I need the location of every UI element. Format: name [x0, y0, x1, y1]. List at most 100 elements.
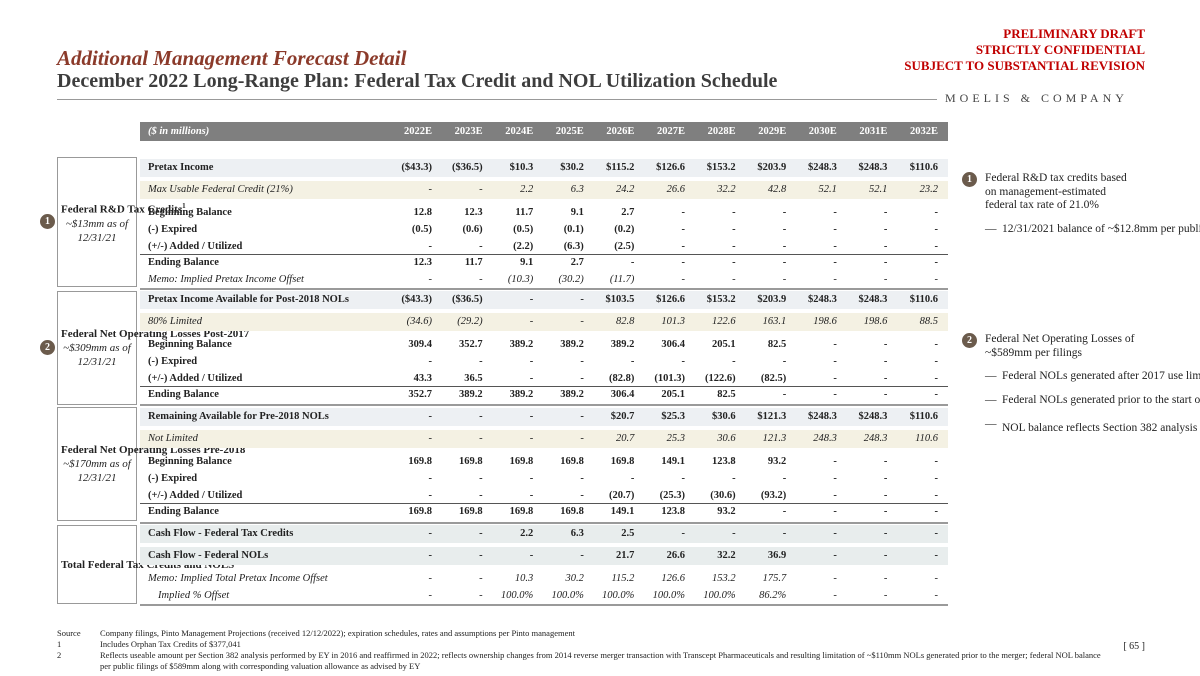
cell-value: - — [529, 490, 534, 501]
cell-value: ($43.3) — [401, 294, 432, 305]
cell-value: - — [479, 550, 483, 561]
logo: MOELIS & COMPANY — [945, 91, 1128, 105]
row-shade — [140, 430, 948, 448]
column-header: 2023E — [454, 126, 483, 137]
cell-value: 169.8 — [560, 456, 584, 467]
cell-value: - — [681, 274, 686, 285]
cell-value: - — [934, 373, 939, 384]
cell-value: 205.1 — [661, 389, 685, 400]
cell-value: 30.6 — [717, 433, 736, 444]
cell-value: - — [934, 241, 939, 252]
cell-value: - — [681, 257, 686, 268]
cell-value: 306.4 — [661, 339, 685, 350]
cell-value: 115.2 — [611, 573, 635, 584]
cell-value: - — [782, 224, 787, 235]
cell-value: - — [934, 389, 939, 400]
column-header: 2024E — [505, 126, 534, 137]
cell-value: $25.3 — [661, 411, 685, 422]
cell-value: 352.7 — [458, 339, 483, 350]
cell-value: - — [782, 506, 787, 517]
cell-value: - — [883, 473, 888, 484]
cell-value: 9.1 — [520, 257, 534, 268]
cell-value: - — [883, 456, 888, 467]
bullet-dash: — — [985, 418, 997, 430]
cell-value: - — [732, 274, 736, 285]
badge: 1 — [962, 172, 977, 187]
section-label: Total Federal Tax Credits and NOLS — [61, 558, 234, 572]
cell-value: - — [883, 528, 888, 539]
row-shade — [140, 408, 948, 426]
column-header: 2032E — [909, 126, 938, 137]
cell-value: - — [428, 528, 433, 539]
cell-value: (30.2) — [558, 274, 584, 285]
draft-notice: SUBJECT TO SUBSTANTIAL REVISION — [904, 58, 1145, 73]
section-label-text: Federal Net Operating Losses Post-2017 — [61, 328, 250, 340]
title: Additional Management Forecast Detail — [57, 46, 407, 70]
cell-value: 52.1 — [818, 184, 837, 195]
cell-value: - — [782, 207, 787, 218]
footnote-mark: 1 — [182, 202, 186, 211]
cell-value: $153.2 — [706, 294, 736, 305]
footnote-mark: 1 — [57, 639, 62, 649]
section-box: Federal Net Operating Losses Post-2017 ~$… — [57, 291, 249, 405]
cell-value: (0.2) — [614, 224, 635, 235]
cell-value: - — [934, 590, 939, 601]
row-label: Beginning Balance — [148, 456, 232, 467]
cell-value: 9.1 — [570, 207, 584, 218]
row-label: 80% Limited — [148, 316, 202, 327]
row-shade — [140, 291, 948, 309]
cell-value: $20.7 — [610, 411, 635, 422]
cell-value: - — [782, 257, 787, 268]
section-box: Total Federal Tax Credits and NOLS — [57, 525, 234, 604]
cell-value: - — [934, 356, 939, 367]
cell-value: 12.3 — [413, 257, 432, 268]
cell-value: - — [782, 274, 787, 285]
row-shade — [140, 525, 948, 543]
cell-value: 42.8 — [767, 184, 787, 195]
cell-value: 169.8 — [560, 506, 584, 517]
cell-value: 149.1 — [661, 456, 685, 467]
cell-value: 2.2 — [520, 184, 534, 195]
bullet-text: Federal NOLs generated after 2017 use li… — [1002, 370, 1200, 384]
cell-value: - — [934, 456, 939, 467]
cell-value: 309.4 — [408, 339, 432, 350]
cell-value: 100.0% — [500, 590, 534, 601]
cell-value: - — [934, 506, 939, 517]
cell-value: (2.5) — [614, 241, 635, 252]
cell-value: 88.5 — [919, 316, 938, 327]
cell-value: - — [479, 184, 483, 195]
cell-value: 389.2 — [509, 389, 534, 400]
cell-value: - — [833, 573, 837, 584]
cell-value: - — [883, 224, 888, 235]
note-text: Federal R&D tax credits based on managem… — [985, 172, 1127, 211]
cell-value: - — [934, 490, 939, 501]
cell-value: - — [630, 473, 635, 484]
page-number: [ 65 ] — [1123, 641, 1145, 652]
cell-value: - — [883, 241, 888, 252]
row-rule — [140, 503, 948, 504]
section-label: Federal Net Operating Losses Post-2017 — [61, 327, 249, 341]
cell-value: - — [833, 356, 837, 367]
row-label: Ending Balance — [148, 389, 219, 400]
cell-value: 93.2 — [767, 456, 787, 467]
cell-value: - — [428, 590, 433, 601]
cell-value: 389.2 — [458, 389, 483, 400]
section-note: ~$13mm as of 12/31/21 — [65, 217, 129, 244]
cell-value: - — [428, 550, 433, 561]
column-header: 2022E — [403, 126, 432, 137]
row-label: Max Usable Federal Credit (21%) — [148, 184, 293, 195]
cell-value: ($36.5) — [451, 162, 483, 173]
cell-value: - — [580, 490, 584, 501]
cell-value: - — [883, 573, 888, 584]
cell-value: 389.2 — [610, 339, 635, 350]
footnote-mark: Source — [57, 628, 81, 638]
row-label: Memo: Implied Total Pretax Income Offset — [148, 573, 328, 584]
cell-value: 169.8 — [408, 506, 432, 517]
cell-value: - — [580, 473, 584, 484]
row-label: (+/-) Added / Utilized — [148, 490, 243, 501]
cell-value: - — [782, 473, 787, 484]
cell-value: - — [479, 411, 483, 422]
cell-value: 82.5 — [717, 389, 736, 400]
cell-value: - — [883, 274, 888, 285]
column-header: 2027E — [656, 126, 685, 137]
